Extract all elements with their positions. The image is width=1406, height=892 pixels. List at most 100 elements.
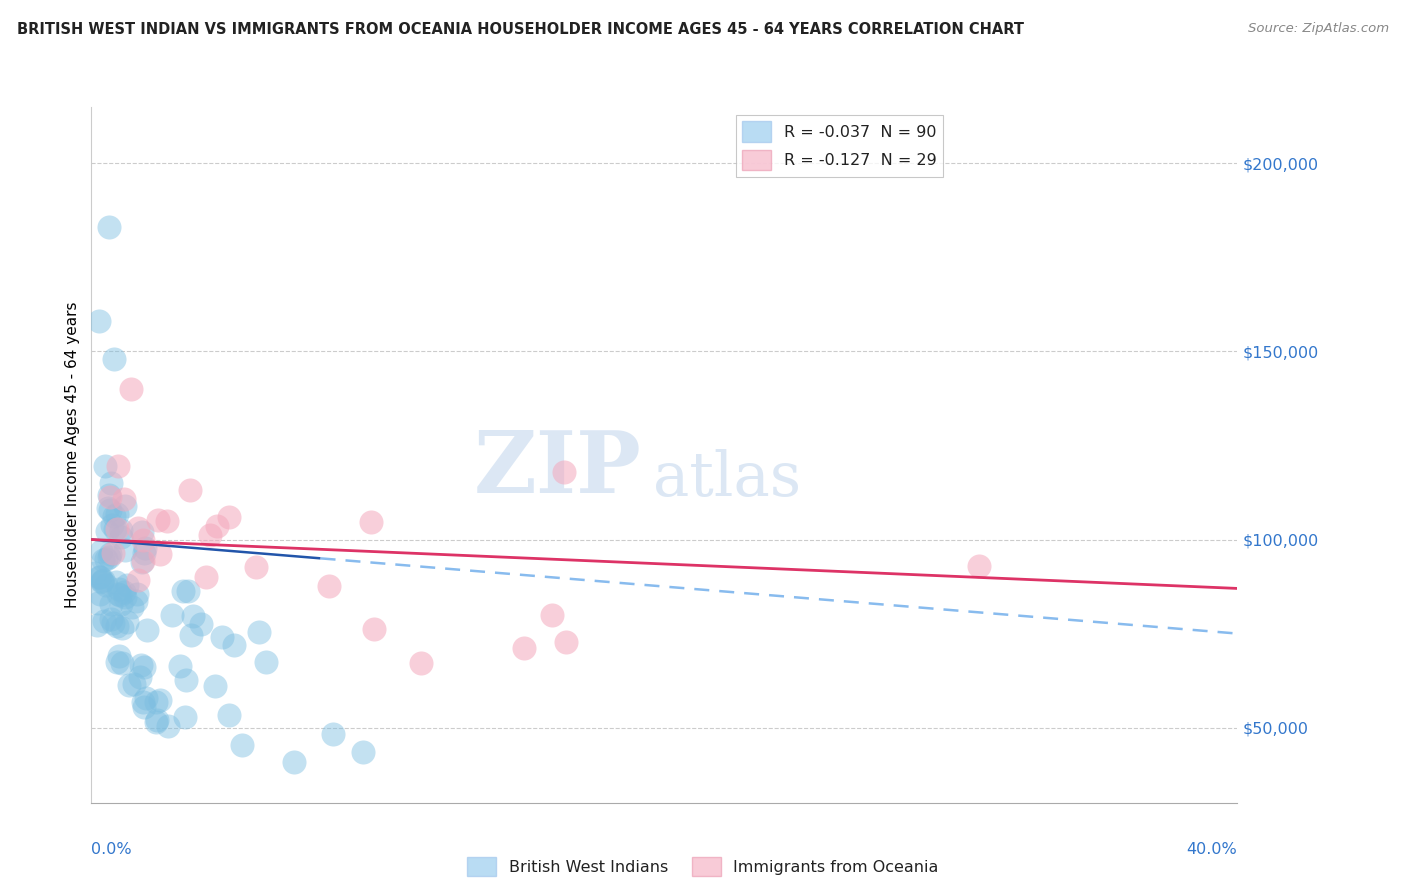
Point [283,755,305,769]
Text: Source: ZipAtlas.com: Source: ZipAtlas.com [1249,22,1389,36]
Point [114,500,136,514]
Point [131,524,153,539]
Text: atlas: atlas [652,450,801,509]
Point [156,719,179,733]
Point [83,566,105,580]
Point [222,638,245,652]
Text: BRITISH WEST INDIAN VS IMMIGRANTS FROM OCEANIA HOUSEHOLDER INCOME AGES 45 - 64 Y: BRITISH WEST INDIAN VS IMMIGRANTS FROM O… [17,22,1024,37]
Point [87,596,110,610]
Point [100,503,122,517]
Point [110,523,132,537]
Point [180,627,202,641]
Point [969,558,991,573]
Point [363,622,385,636]
Point [149,692,172,706]
Point [132,546,155,560]
Point [115,615,138,629]
Legend: R = -0.037  N = 90, R = -0.127  N = 29: R = -0.037 N = 90, R = -0.127 N = 29 [735,115,943,177]
Point [118,678,141,692]
Point [204,679,226,693]
Point [105,508,128,522]
Point [176,673,198,687]
Point [553,465,575,479]
Point [103,351,125,366]
Point [127,521,149,535]
Point [169,659,191,673]
Point [146,513,169,527]
Point [100,548,122,562]
Point [97,220,120,235]
Point [145,714,167,729]
Point [98,549,121,564]
Point [91,574,114,589]
Text: 0.0%: 0.0% [91,842,132,856]
Point [101,546,124,560]
Point [90,544,112,558]
Point [91,553,114,567]
Point [135,691,157,706]
Point [146,713,169,727]
Point [108,582,131,597]
Point [86,618,108,632]
Point [194,570,217,584]
Point [179,483,201,498]
Point [512,640,534,655]
Point [128,670,150,684]
Point [117,578,139,592]
Point [98,490,121,504]
Point [91,573,114,587]
Point [100,612,122,626]
Point [108,648,131,663]
Point [177,583,200,598]
Point [160,608,183,623]
Point [122,677,145,691]
Point [110,529,132,543]
Point [97,500,120,515]
Point [254,656,277,670]
Point [134,659,156,673]
Point [125,587,148,601]
Point [105,523,128,537]
Point [110,597,132,611]
Point [129,658,152,673]
Point [93,614,115,628]
Point [211,630,233,644]
Point [89,570,111,584]
Point [190,617,212,632]
Point [114,591,136,605]
Point [127,573,149,587]
Point [541,608,564,623]
Point [101,615,124,630]
Point [100,597,122,611]
Point [218,707,240,722]
Point [107,459,129,474]
Point [90,574,112,588]
Point [121,599,143,614]
Legend: British West Indians, Immigrants from Oceania: British West Indians, Immigrants from Oc… [461,851,945,882]
Y-axis label: Householder Income Ages 45 - 64 years: Householder Income Ages 45 - 64 years [65,301,80,608]
Point [322,727,344,741]
Point [172,583,194,598]
Point [149,548,172,562]
Point [145,695,167,709]
Point [134,541,156,555]
Point [131,555,153,569]
Point [110,621,132,635]
Point [205,519,228,533]
Point [114,543,136,558]
Text: ZIP: ZIP [474,427,641,511]
Point [101,518,124,533]
Point [103,508,125,523]
Point [107,619,129,633]
Point [104,574,127,589]
Point [108,588,131,602]
Point [156,514,179,528]
Point [94,459,117,474]
Point [96,578,118,592]
Point [111,656,134,670]
Point [198,528,221,542]
Point [97,488,120,502]
Point [132,700,155,714]
Point [174,710,197,724]
Point [318,579,340,593]
